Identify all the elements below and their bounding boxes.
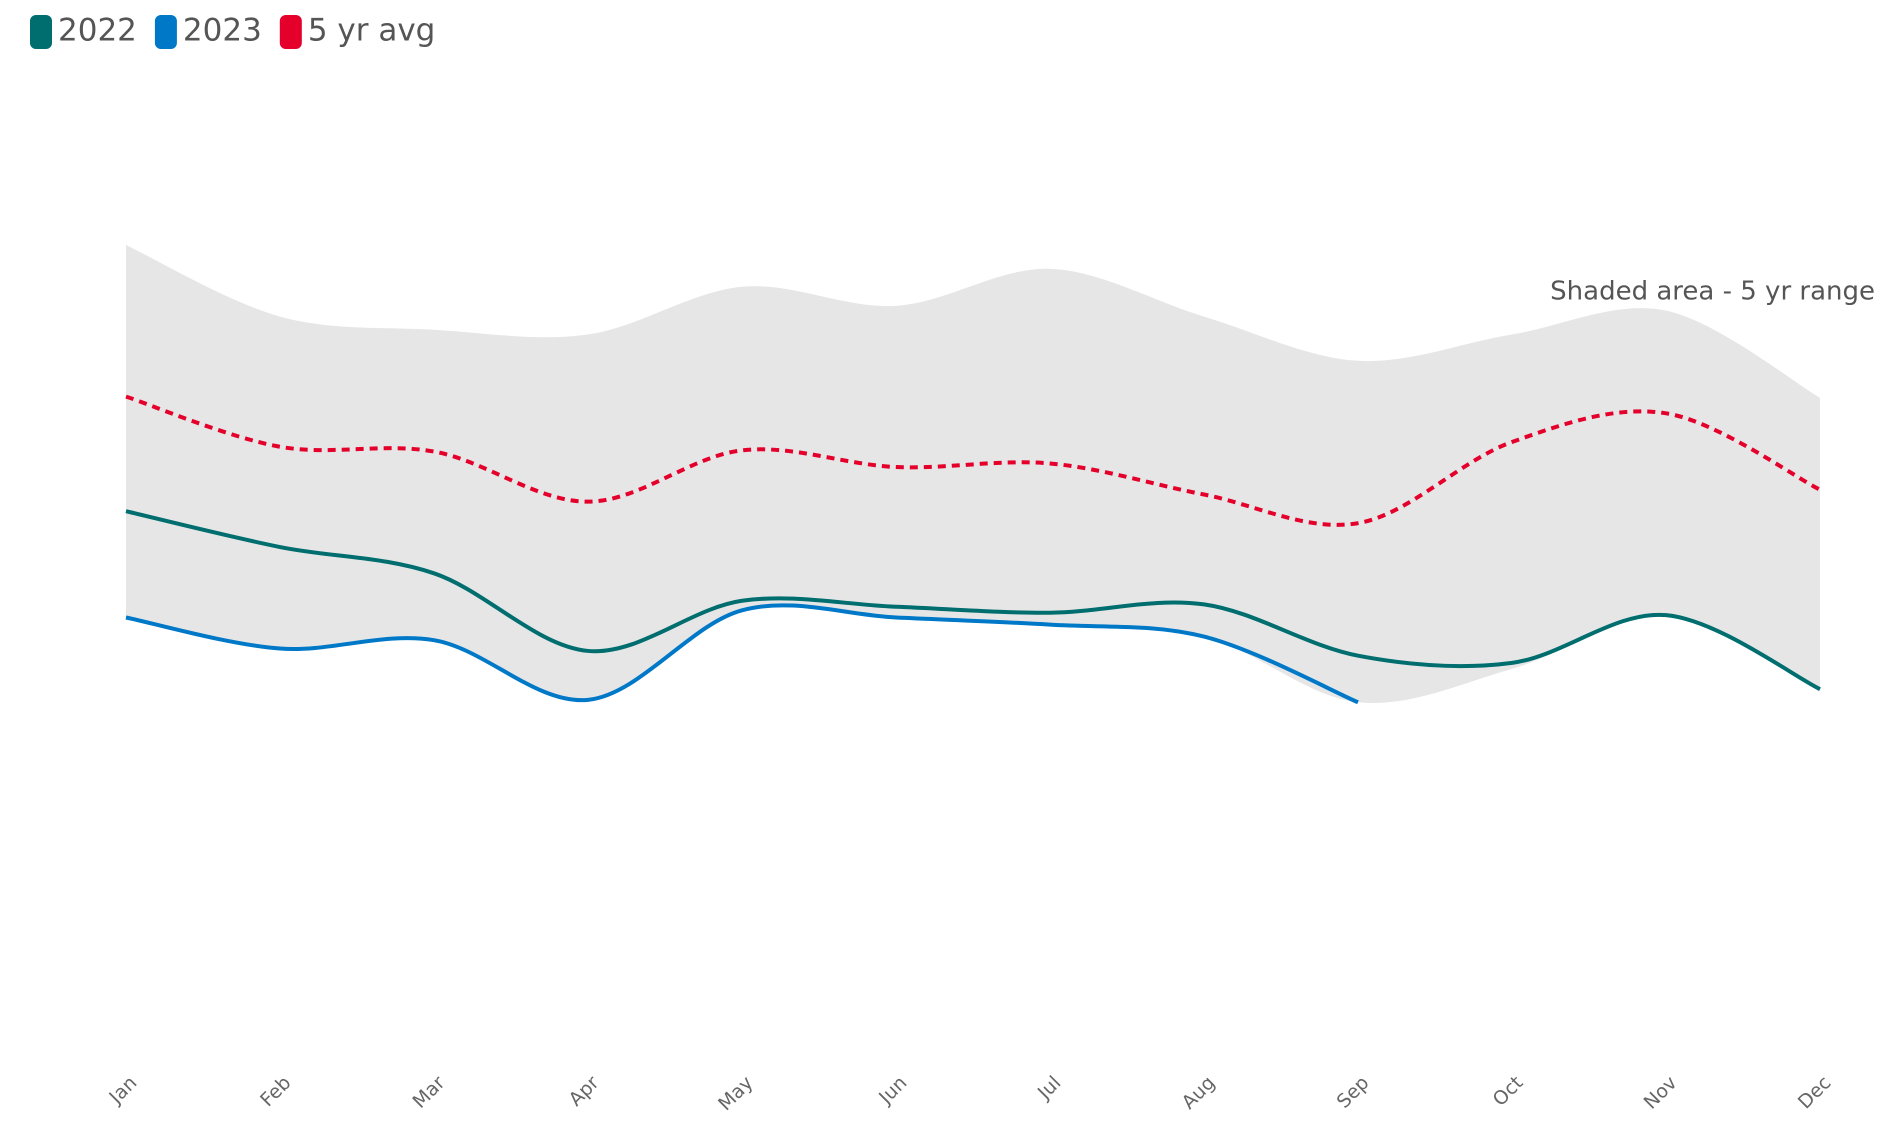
legend-label: 2023 (183, 13, 262, 49)
series-line (125, 394, 1821, 527)
x-tick-label: Nov (1640, 1072, 1682, 1114)
legend-swatch (279, 15, 302, 49)
x-tick-label: Mar (409, 1072, 450, 1113)
series-line (125, 509, 1821, 691)
x-tick-label: Jul (1033, 1072, 1065, 1104)
x-tick-label: Apr (565, 1072, 604, 1111)
annotation: Shaded area - 5 yr range (1550, 277, 1875, 307)
x-tick-label: Sep (1333, 1072, 1374, 1113)
x-tick-label: Jan (104, 1072, 141, 1109)
series-line (125, 603, 1359, 705)
x-tick-label: Oct (1489, 1072, 1528, 1111)
legend-swatch (154, 15, 177, 49)
x-tick-label: Aug (1178, 1072, 1220, 1114)
x-tick-label: May (714, 1072, 757, 1115)
legend-label: 2022 (58, 13, 137, 49)
legend-swatch (30, 15, 52, 49)
x-tick-label: Dec (1794, 1072, 1836, 1114)
x-tick-label: Feb (256, 1072, 295, 1111)
x-tick-label: Jun (874, 1072, 911, 1109)
legend-label: 5 yr avg (308, 13, 436, 49)
range-band (126, 244, 1820, 704)
